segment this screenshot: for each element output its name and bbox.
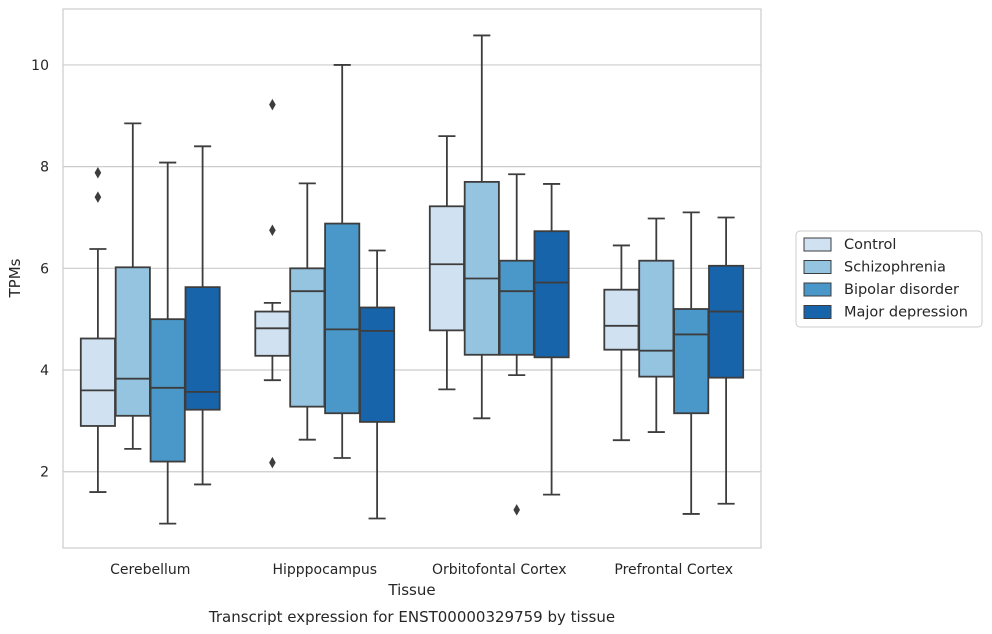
y-axis-ticks: 2 4 6 8 10 bbox=[31, 58, 49, 481]
box-iqr bbox=[359, 306, 396, 423]
box-iqr bbox=[638, 259, 675, 378]
legend: Control Schizophrenia Bipolar disorder Majo… bbox=[795, 230, 983, 328]
y-tick-label: 8 bbox=[40, 160, 49, 176]
box-iqr bbox=[324, 222, 361, 415]
outlier-point bbox=[269, 224, 276, 236]
box-group bbox=[428, 135, 465, 391]
x-tick-label: Orbitofontal Cortex bbox=[432, 562, 567, 578]
box-iqr bbox=[533, 230, 570, 359]
outlier-point bbox=[94, 166, 102, 179]
legend-swatch bbox=[803, 282, 832, 297]
box-iqr bbox=[428, 205, 465, 332]
box-iqr bbox=[114, 266, 151, 417]
box-iqr bbox=[289, 267, 326, 408]
box-iqr bbox=[463, 180, 500, 356]
box-iqr bbox=[254, 310, 291, 357]
legend-entry-label: Bipolar disorder bbox=[844, 282, 959, 298]
box-iqr bbox=[149, 318, 186, 463]
box-group bbox=[184, 145, 221, 486]
box-group bbox=[114, 122, 151, 450]
x-tick-label: Cerebellum bbox=[110, 562, 190, 578]
box-iqr bbox=[673, 308, 710, 415]
outlier-point bbox=[269, 456, 276, 469]
y-tick-label: 6 bbox=[40, 261, 49, 277]
legend-entry-label: Control bbox=[844, 237, 896, 253]
box-group bbox=[254, 98, 291, 469]
y-tick-label: 4 bbox=[40, 363, 49, 379]
y-tick-label: 10 bbox=[31, 58, 49, 74]
legend-frame bbox=[795, 230, 983, 328]
box-iqr bbox=[708, 264, 745, 379]
box-group bbox=[533, 183, 570, 496]
box-iqr bbox=[603, 288, 640, 351]
legend-entry-label: Major depression bbox=[844, 305, 968, 321]
box-iqr bbox=[498, 259, 535, 356]
x-axis-label: Tissue bbox=[387, 581, 435, 599]
box-group bbox=[638, 217, 675, 433]
box-group bbox=[289, 182, 326, 441]
x-axis-ticks: Cerebellum Hipppocampus Orbitofontal Corte… bbox=[110, 562, 733, 578]
legend-entry-label: Schizophrenia bbox=[844, 260, 946, 276]
box-group bbox=[149, 161, 186, 525]
plot-frame bbox=[62, 8, 762, 549]
outlier-point bbox=[269, 98, 276, 111]
x-tick-label: Prefrontal Cortex bbox=[614, 562, 733, 578]
y-tick-label: 2 bbox=[40, 465, 49, 481]
chart-caption: Transcript expression for ENST0000032975… bbox=[208, 608, 615, 626]
outlier-point bbox=[94, 191, 102, 203]
box-group bbox=[463, 34, 500, 420]
outlier-point bbox=[513, 504, 521, 516]
box-iqr bbox=[184, 286, 221, 411]
box-iqr bbox=[79, 337, 116, 427]
legend-swatch bbox=[803, 305, 832, 319]
legend-swatch bbox=[803, 260, 832, 274]
box-group bbox=[79, 166, 116, 493]
box-group bbox=[498, 173, 535, 516]
legend-swatch bbox=[803, 237, 832, 252]
box-group bbox=[359, 249, 396, 520]
box-group bbox=[708, 216, 745, 505]
box-group bbox=[324, 64, 361, 459]
box-groups bbox=[79, 34, 745, 525]
y-axis-label: TPMs bbox=[6, 258, 24, 298]
x-tick-label: Hipppocampus bbox=[272, 562, 377, 578]
